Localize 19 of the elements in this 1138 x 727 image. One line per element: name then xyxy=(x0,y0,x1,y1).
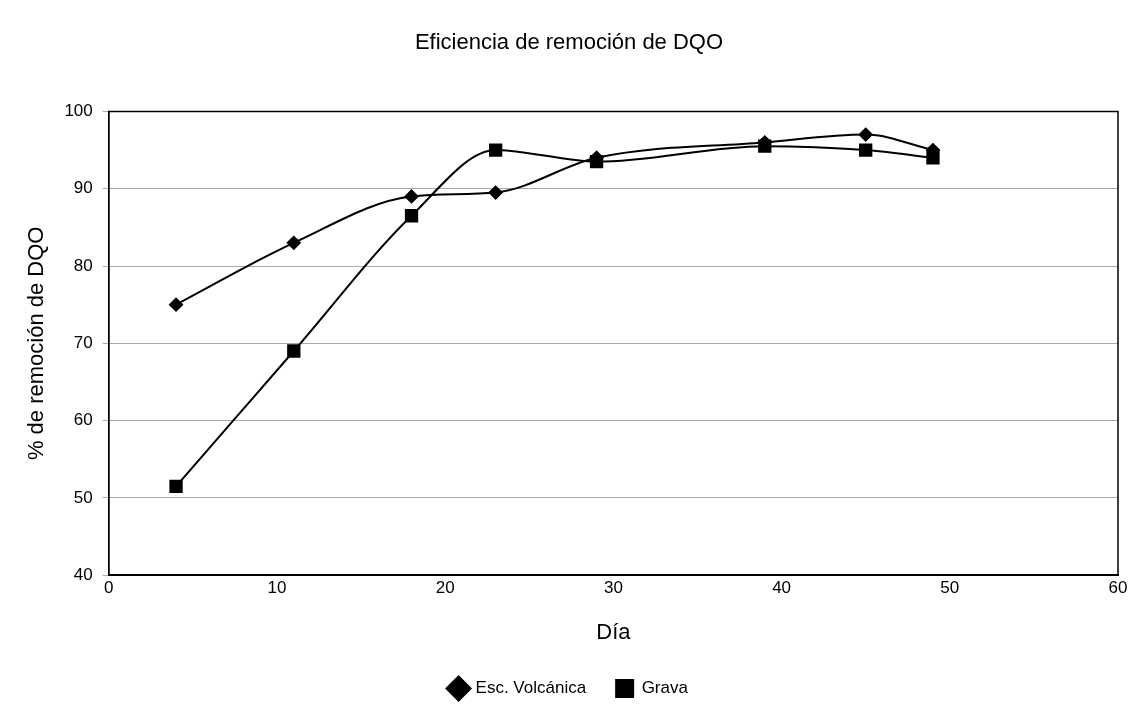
x-tick-label: 10 xyxy=(267,578,287,598)
x-tick-label: 30 xyxy=(603,578,623,598)
y-axis-title: % de remoción de DQO xyxy=(23,226,49,461)
x-tick-label: 60 xyxy=(1108,578,1128,598)
y-tick-label: 70 xyxy=(73,332,93,352)
x-axis-title: Día xyxy=(596,618,632,644)
y-tick-label: 80 xyxy=(73,255,93,275)
y-tick-label: 100 xyxy=(64,101,93,121)
y-tick-label: 40 xyxy=(73,564,93,584)
x-tick-label: 0 xyxy=(104,578,114,598)
x-tick-label: 50 xyxy=(940,578,960,598)
legend-label: Grava xyxy=(641,678,689,698)
chart-title: Eficiencia de remoción de DQO xyxy=(414,29,724,55)
y-tick-label: 90 xyxy=(73,178,93,198)
legend-label: Esc. Volcánica xyxy=(475,678,587,698)
x-tick-label: 20 xyxy=(435,578,455,598)
y-tick-label: 50 xyxy=(73,487,93,507)
y-tick-label: 60 xyxy=(73,410,93,430)
x-tick-label: 40 xyxy=(772,578,792,598)
